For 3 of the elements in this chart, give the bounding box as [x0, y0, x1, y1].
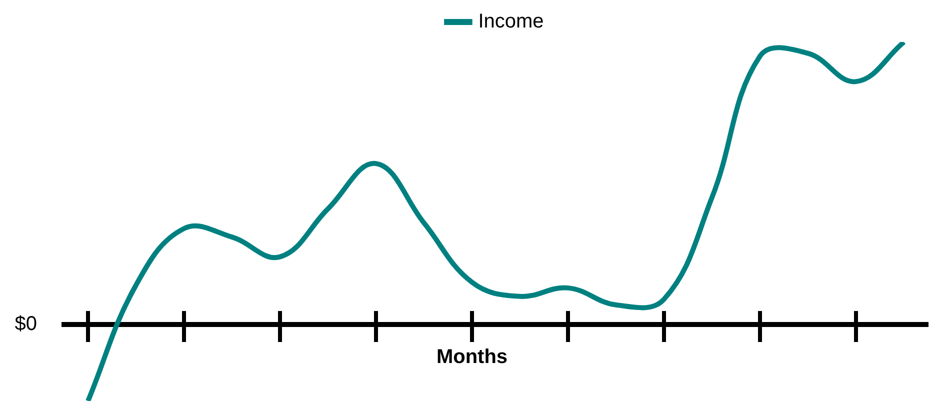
text: $0: [14, 313, 37, 336]
x-axis-title: Months: [436, 346, 508, 368]
legend-label: Income: [478, 10, 544, 33]
